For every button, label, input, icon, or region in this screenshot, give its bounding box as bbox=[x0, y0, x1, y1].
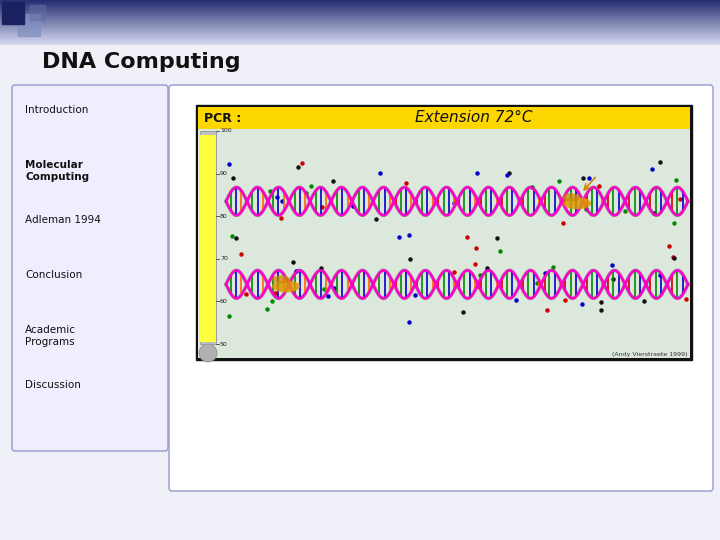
Bar bbox=[0, 30, 720, 31]
Bar bbox=[0, 25, 720, 26]
Text: Introduction: Introduction bbox=[25, 105, 89, 115]
Bar bbox=[0, 16, 720, 17]
Bar bbox=[0, 36, 720, 37]
Bar bbox=[0, 19, 720, 20]
Text: Discussion: Discussion bbox=[25, 380, 81, 390]
Text: 60: 60 bbox=[220, 299, 228, 304]
Text: 80: 80 bbox=[220, 214, 228, 219]
Text: Molecular
Computing: Molecular Computing bbox=[25, 160, 89, 183]
Bar bbox=[0, 5, 720, 6]
Ellipse shape bbox=[272, 275, 290, 284]
Bar bbox=[0, 18, 720, 19]
Text: Academic
Programs: Academic Programs bbox=[25, 325, 76, 347]
Text: DNA Computing: DNA Computing bbox=[42, 52, 240, 72]
Bar bbox=[0, 39, 720, 40]
Bar bbox=[0, 41, 720, 42]
Bar bbox=[0, 42, 720, 43]
Ellipse shape bbox=[562, 193, 580, 201]
Ellipse shape bbox=[563, 197, 591, 210]
Bar bbox=[0, 23, 720, 24]
Bar bbox=[198, 107, 690, 358]
Bar bbox=[0, 27, 720, 28]
Bar bbox=[0, 12, 720, 13]
Bar bbox=[0, 37, 720, 38]
Bar bbox=[0, 6, 720, 7]
Bar bbox=[0, 7, 720, 8]
Bar bbox=[0, 10, 720, 11]
Bar bbox=[0, 35, 720, 36]
Bar bbox=[0, 2, 720, 3]
Bar bbox=[0, 38, 720, 39]
Text: Extension 72°C: Extension 72°C bbox=[415, 111, 533, 125]
Text: 90: 90 bbox=[220, 171, 228, 176]
Text: PCR :: PCR : bbox=[204, 111, 241, 125]
Bar bbox=[0, 22, 720, 23]
Bar bbox=[0, 14, 720, 15]
Bar bbox=[0, 0, 720, 1]
Bar bbox=[18, 14, 40, 36]
Bar bbox=[0, 43, 720, 44]
Circle shape bbox=[199, 344, 217, 362]
Ellipse shape bbox=[272, 280, 300, 292]
Bar bbox=[0, 3, 720, 4]
Bar bbox=[2, 2, 24, 24]
Text: 50: 50 bbox=[220, 341, 228, 347]
Bar bbox=[0, 24, 720, 25]
Bar bbox=[0, 31, 720, 32]
Bar bbox=[198, 107, 690, 129]
Bar bbox=[0, 1, 720, 2]
Text: 100: 100 bbox=[220, 129, 232, 133]
Bar bbox=[0, 13, 720, 14]
Bar bbox=[200, 131, 216, 344]
Bar bbox=[0, 29, 720, 30]
Bar bbox=[0, 15, 720, 16]
Bar bbox=[0, 44, 720, 45]
Bar bbox=[30, 5, 45, 20]
FancyBboxPatch shape bbox=[169, 85, 713, 491]
Bar bbox=[196, 105, 692, 360]
Text: Adleman 1994: Adleman 1994 bbox=[25, 215, 101, 225]
Bar bbox=[0, 28, 720, 29]
Bar bbox=[0, 40, 720, 41]
Bar bbox=[200, 135, 216, 342]
FancyBboxPatch shape bbox=[12, 85, 168, 451]
Bar bbox=[0, 33, 720, 34]
Bar bbox=[0, 32, 720, 33]
Bar bbox=[0, 26, 720, 27]
Bar bbox=[0, 20, 720, 21]
Text: 70: 70 bbox=[220, 256, 228, 261]
Bar bbox=[0, 8, 720, 9]
Text: Conclusion: Conclusion bbox=[25, 270, 82, 280]
Bar bbox=[0, 11, 720, 12]
Bar bbox=[0, 17, 720, 18]
Bar bbox=[0, 4, 720, 5]
Bar bbox=[0, 34, 720, 35]
Bar bbox=[0, 9, 720, 10]
Text: (Andy Vierstraete 1999): (Andy Vierstraete 1999) bbox=[613, 352, 688, 357]
Bar bbox=[0, 21, 720, 22]
